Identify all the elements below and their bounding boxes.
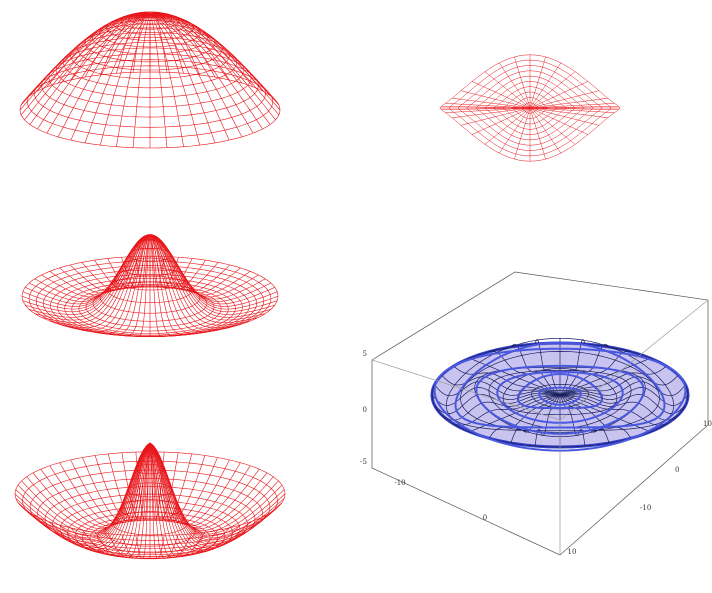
- z-tick-label: 5: [363, 350, 367, 358]
- mesh-line: [83, 443, 151, 523]
- mesh-line: [150, 443, 250, 551]
- x-tick-label: 10: [568, 548, 577, 556]
- y-tick-label: 10: [703, 420, 712, 428]
- z-tick-label: 0: [363, 406, 367, 414]
- wireframe-meshes: [15, 12, 688, 559]
- z-tick-label: -5: [360, 458, 367, 466]
- mesh-line: [150, 443, 218, 523]
- surface-plots: 5 0 -5 -10 0 10 10 0 -10: [0, 0, 712, 593]
- mesh-line: [530, 108, 546, 159]
- mesh-line: [530, 57, 546, 108]
- mesh-line: [514, 108, 530, 159]
- mesh-line: [35, 235, 150, 299]
- mesh-line: [150, 443, 284, 536]
- mesh-line: [50, 443, 150, 551]
- mesh-line: [150, 14, 253, 87]
- x-tick-label: 0: [483, 514, 487, 522]
- mesh-line: [71, 443, 150, 524]
- y-tick-label: -10: [640, 504, 651, 512]
- mesh-line: [30, 15, 150, 125]
- mesh-line: [150, 15, 270, 125]
- mesh-line: [47, 14, 150, 87]
- mesh-line: [150, 443, 229, 524]
- mesh-line: [16, 443, 150, 536]
- x-tick-label: -10: [394, 479, 405, 487]
- y-tick-label: 0: [675, 466, 679, 474]
- mesh-line: [514, 57, 530, 108]
- mesh-line: [150, 235, 265, 299]
